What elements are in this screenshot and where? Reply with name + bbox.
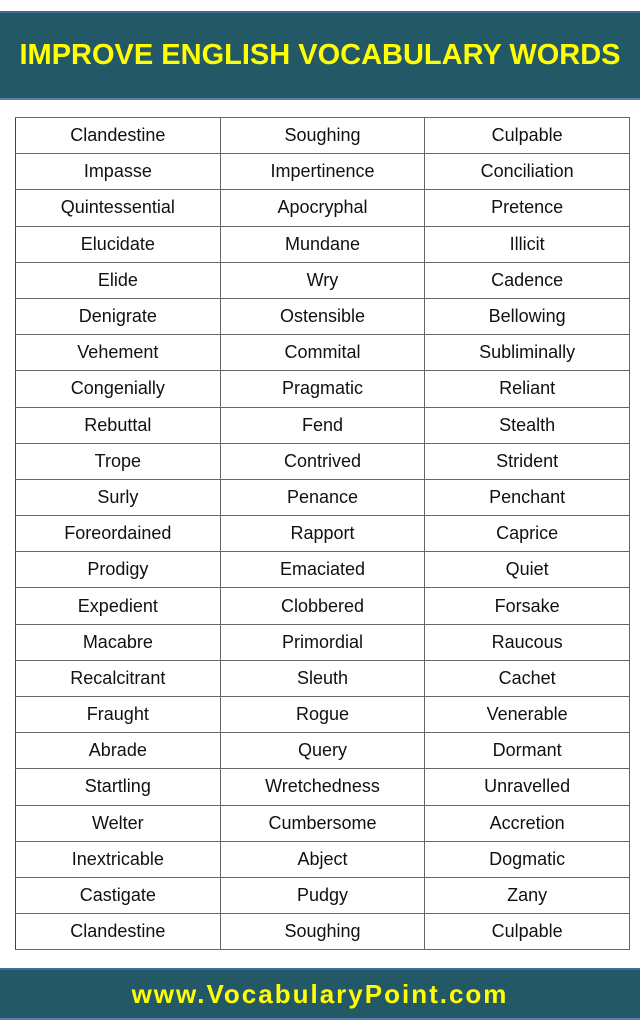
word-cell: Dogmatic: [424, 840, 630, 878]
word-cell: Commital: [219, 334, 426, 372]
word-cell: Abject: [219, 840, 426, 878]
word-cell: Startling: [15, 768, 221, 806]
website-url: www.VocabularyPoint.com: [131, 978, 509, 1009]
word-cell: Clobbered: [219, 587, 426, 625]
word-cell: Fraught: [15, 695, 221, 734]
word-cell: Surly: [15, 478, 221, 517]
table-row: Fraught Rogue Venerable: [15, 695, 630, 734]
word-cell: Pragmatic: [219, 370, 426, 408]
word-cell: Cumbersome: [219, 804, 426, 842]
table-row: Quintessential Apocryphal Pretence: [15, 189, 630, 227]
word-cell: Strident: [424, 442, 630, 480]
table-row: Macabre Primordial Raucous: [15, 623, 630, 661]
word-cell: Wretchedness: [219, 768, 426, 806]
word-cell: Prodigy: [15, 551, 221, 589]
vocabulary-table: Clandestine Soughing Culpable Impasse Impert…: [15, 116, 630, 951]
word-cell: Elucidate: [15, 225, 221, 263]
word-cell: Soughing: [219, 116, 426, 155]
word-cell: Clandestine: [15, 913, 221, 951]
word-cell: Soughing: [219, 913, 426, 951]
word-cell: Query: [219, 732, 426, 770]
word-cell: Penance: [219, 478, 426, 517]
word-cell: Subliminally: [424, 334, 630, 372]
word-cell: Cadence: [424, 261, 630, 299]
word-cell: Trope: [15, 442, 221, 480]
word-cell: Recalcitrant: [15, 659, 221, 698]
word-cell: Emaciated: [219, 551, 426, 589]
table-row: Castigate Pudgy Zany: [15, 876, 630, 915]
title-banner: IMPROVE ENGLISH VOCABULARY WORDS: [0, 11, 640, 100]
table-row: Vehement Commital Subliminally: [15, 334, 630, 372]
word-cell: Wry: [219, 261, 426, 299]
word-cell: Primordial: [219, 623, 426, 661]
word-cell: Culpable: [424, 116, 630, 155]
word-cell: Impasse: [15, 153, 221, 191]
word-cell: Rapport: [219, 515, 426, 553]
word-cell: Fend: [219, 406, 426, 444]
word-cell: Ostensible: [219, 297, 426, 336]
word-cell: Pudgy: [219, 876, 426, 915]
word-cell: Quiet: [424, 551, 630, 589]
table-row: Welter Cumbersome Accretion: [15, 804, 630, 842]
word-cell: Conciliation: [424, 153, 630, 191]
table-row: Congenially Pragmatic Reliant: [15, 370, 630, 408]
table-row: Prodigy Emaciated Quiet: [15, 551, 630, 589]
word-cell: Illicit: [424, 225, 630, 263]
footer-banner: www.VocabularyPoint.com: [0, 968, 640, 1020]
word-cell: Cachet: [424, 659, 630, 698]
table-row: Elide Wry Cadence: [15, 261, 630, 299]
word-cell: Unravelled: [424, 768, 630, 806]
word-cell: Castigate: [15, 876, 221, 915]
word-cell: Abrade: [15, 732, 221, 770]
word-cell: Venerable: [424, 695, 630, 734]
table-row: Denigrate Ostensible Bellowing: [15, 297, 630, 336]
word-cell: Zany: [424, 876, 630, 915]
word-cell: Stealth: [424, 406, 630, 444]
word-cell: Impertinence: [219, 153, 426, 191]
word-cell: Apocryphal: [219, 189, 426, 227]
word-cell: Welter: [15, 804, 221, 842]
word-cell: Clandestine: [15, 116, 221, 155]
word-cell: Dormant: [424, 732, 630, 770]
word-cell: Raucous: [424, 623, 630, 661]
word-cell: Expedient: [15, 587, 221, 625]
table-row: Clandestine Soughing Culpable: [15, 116, 630, 155]
table-row: Elucidate Mundane Illicit: [15, 225, 630, 263]
word-cell: Macabre: [15, 623, 221, 661]
word-cell: Vehement: [15, 334, 221, 372]
word-cell: Foreordained: [15, 515, 221, 553]
table-row: Rebuttal Fend Stealth: [15, 406, 630, 444]
word-cell: Reliant: [424, 370, 630, 408]
word-cell: Rebuttal: [15, 406, 221, 444]
page-title: IMPROVE ENGLISH VOCABULARY WORDS: [19, 39, 621, 71]
word-cell: Caprice: [424, 515, 630, 553]
word-cell: Bellowing: [424, 297, 630, 336]
word-cell: Quintessential: [15, 189, 221, 227]
table-row: Surly Penance Penchant: [15, 478, 630, 517]
word-cell: Elide: [15, 261, 221, 299]
word-cell: Forsake: [424, 587, 630, 625]
word-cell: Pretence: [424, 189, 630, 227]
word-cell: Denigrate: [15, 297, 221, 336]
word-cell: Rogue: [219, 695, 426, 734]
word-cell: Inextricable: [15, 840, 221, 878]
word-cell: Contrived: [219, 442, 426, 480]
word-cell: Penchant: [424, 478, 630, 517]
table-row: Impasse Impertinence Conciliation: [15, 153, 630, 191]
word-cell: Accretion: [424, 804, 630, 842]
table-row: Startling Wretchedness Unravelled: [15, 768, 630, 806]
word-cell: Culpable: [424, 913, 630, 951]
table-row: Foreordained Rapport Caprice: [15, 515, 630, 553]
table-row: Recalcitrant Sleuth Cachet: [15, 659, 630, 698]
word-cell: Sleuth: [219, 659, 426, 698]
word-cell: Mundane: [219, 225, 426, 263]
word-cell: Congenially: [15, 370, 221, 408]
table-row: Expedient Clobbered Forsake: [15, 587, 630, 625]
table-row: Abrade Query Dormant: [15, 732, 630, 770]
table-row: Inextricable Abject Dogmatic: [15, 840, 630, 878]
table-row: Clandestine Soughing Culpable: [15, 913, 630, 951]
table-row: Trope Contrived Strident: [15, 442, 630, 480]
